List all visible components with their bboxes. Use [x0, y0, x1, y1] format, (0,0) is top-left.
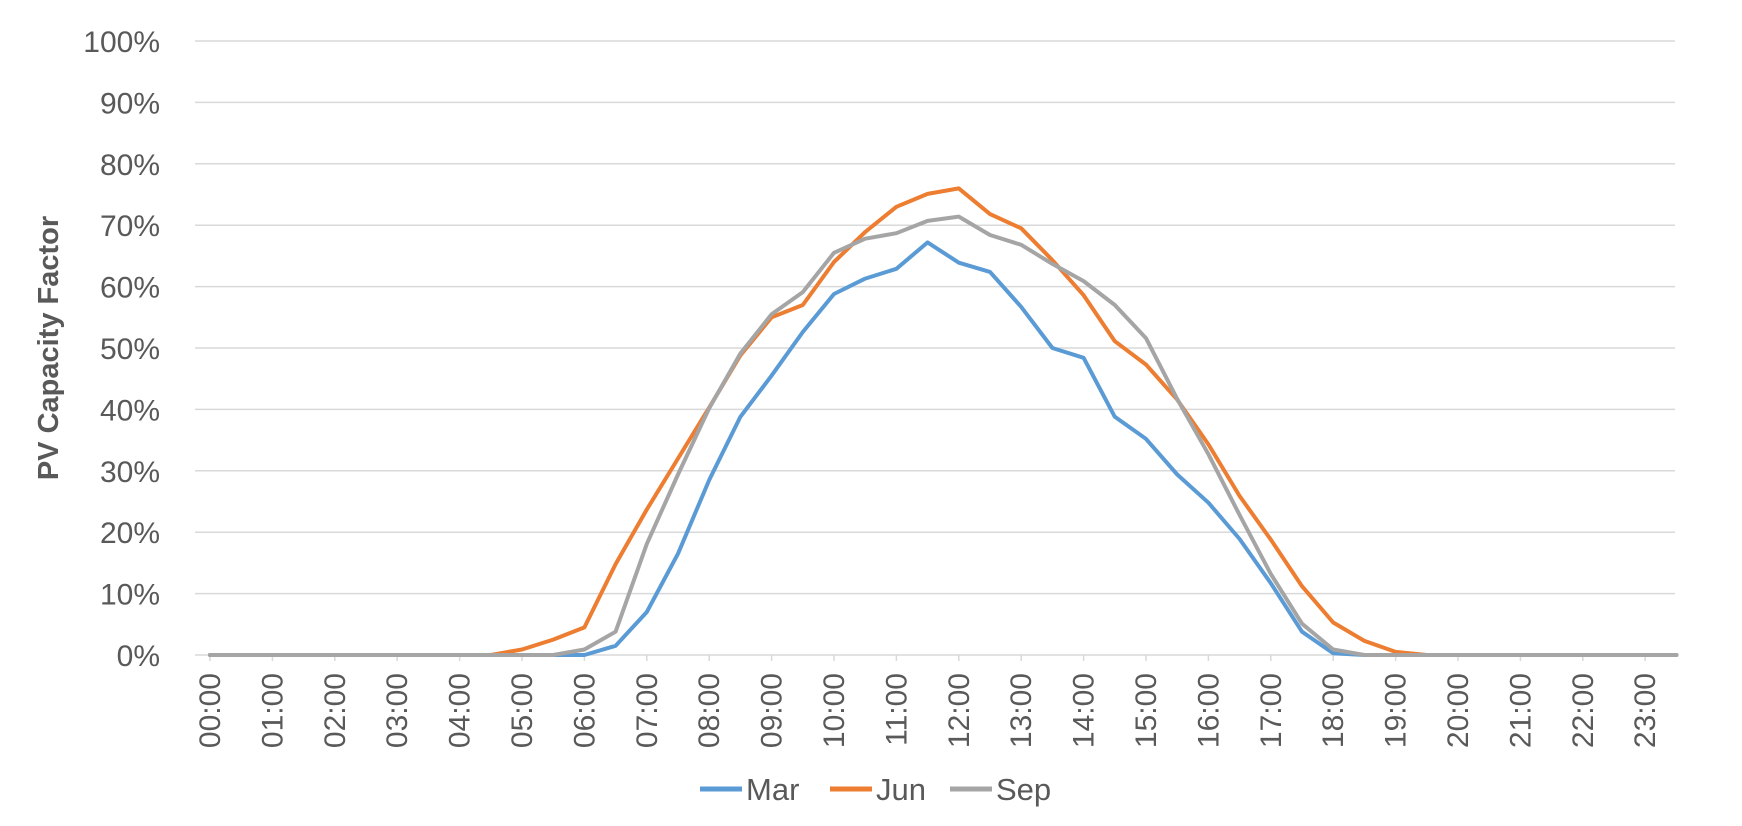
- x-tick-label: 04:00: [444, 673, 477, 748]
- x-tick-label: 18:00: [1317, 673, 1350, 748]
- x-tick-label: 23:00: [1629, 673, 1662, 748]
- x-tick-label: 17:00: [1255, 673, 1288, 748]
- series-lines: [208, 186, 1679, 657]
- x-tick-label: 06:00: [568, 673, 601, 748]
- y-tick-label: 50%: [100, 333, 160, 366]
- x-tick-label: 13:00: [1005, 673, 1038, 748]
- x-tick-label: 08:00: [693, 673, 726, 748]
- y-tick-label: 0%: [117, 640, 160, 673]
- y-tick-label: 40%: [100, 394, 160, 427]
- y-tick-label: 90%: [100, 87, 160, 120]
- x-tick-label: 02:00: [319, 673, 352, 748]
- x-tick-label: 00:00: [194, 673, 227, 748]
- x-tick-label: 03:00: [381, 673, 414, 748]
- x-tick-label: 05:00: [506, 673, 539, 748]
- x-tick-label: 20:00: [1442, 673, 1475, 748]
- y-tick-label: 70%: [100, 210, 160, 243]
- x-tick-label: 12:00: [943, 673, 976, 748]
- x-axis-ticks: 00:00 01:00 02:00 03:00 04:00 05:00 06:00 07:00…: [194, 655, 1662, 748]
- y-tick-label: 100%: [83, 26, 160, 59]
- x-tick-label: 21:00: [1504, 673, 1537, 748]
- y-tick-label: 10%: [100, 579, 160, 612]
- x-tick-label: 19:00: [1380, 673, 1413, 748]
- series-line-sep: [208, 214, 1679, 657]
- y-tick-label: 60%: [100, 272, 160, 305]
- y-tick-label: 30%: [100, 456, 160, 489]
- series-line-jun: [208, 186, 1679, 657]
- gridlines: [195, 40, 1675, 656]
- x-tick-label: 15:00: [1130, 673, 1163, 748]
- y-axis-title: PV Capacity Factor: [33, 216, 65, 480]
- x-tick-label: 14:00: [1068, 673, 1101, 748]
- x-tick-label: 10:00: [818, 673, 851, 748]
- legend-label-jun: Jun: [876, 772, 926, 807]
- y-axis-ticks: 0% 10% 20% 30% 40% 50% 60% 70% 80% 90% 100%: [83, 26, 160, 673]
- x-tick-label: 16:00: [1192, 673, 1225, 748]
- legend: Mar Jun Sep: [700, 772, 1051, 807]
- x-tick-label: 09:00: [756, 673, 789, 748]
- x-tick-label: 01:00: [256, 673, 289, 748]
- legend-label-sep: Sep: [996, 772, 1051, 807]
- y-tick-label: 80%: [100, 149, 160, 182]
- y-tick-label: 20%: [100, 517, 160, 550]
- x-tick-label: 07:00: [631, 673, 664, 748]
- x-tick-label: 22:00: [1567, 673, 1600, 748]
- x-tick-label: 11:00: [880, 673, 913, 746]
- legend-label-mar: Mar: [746, 772, 799, 807]
